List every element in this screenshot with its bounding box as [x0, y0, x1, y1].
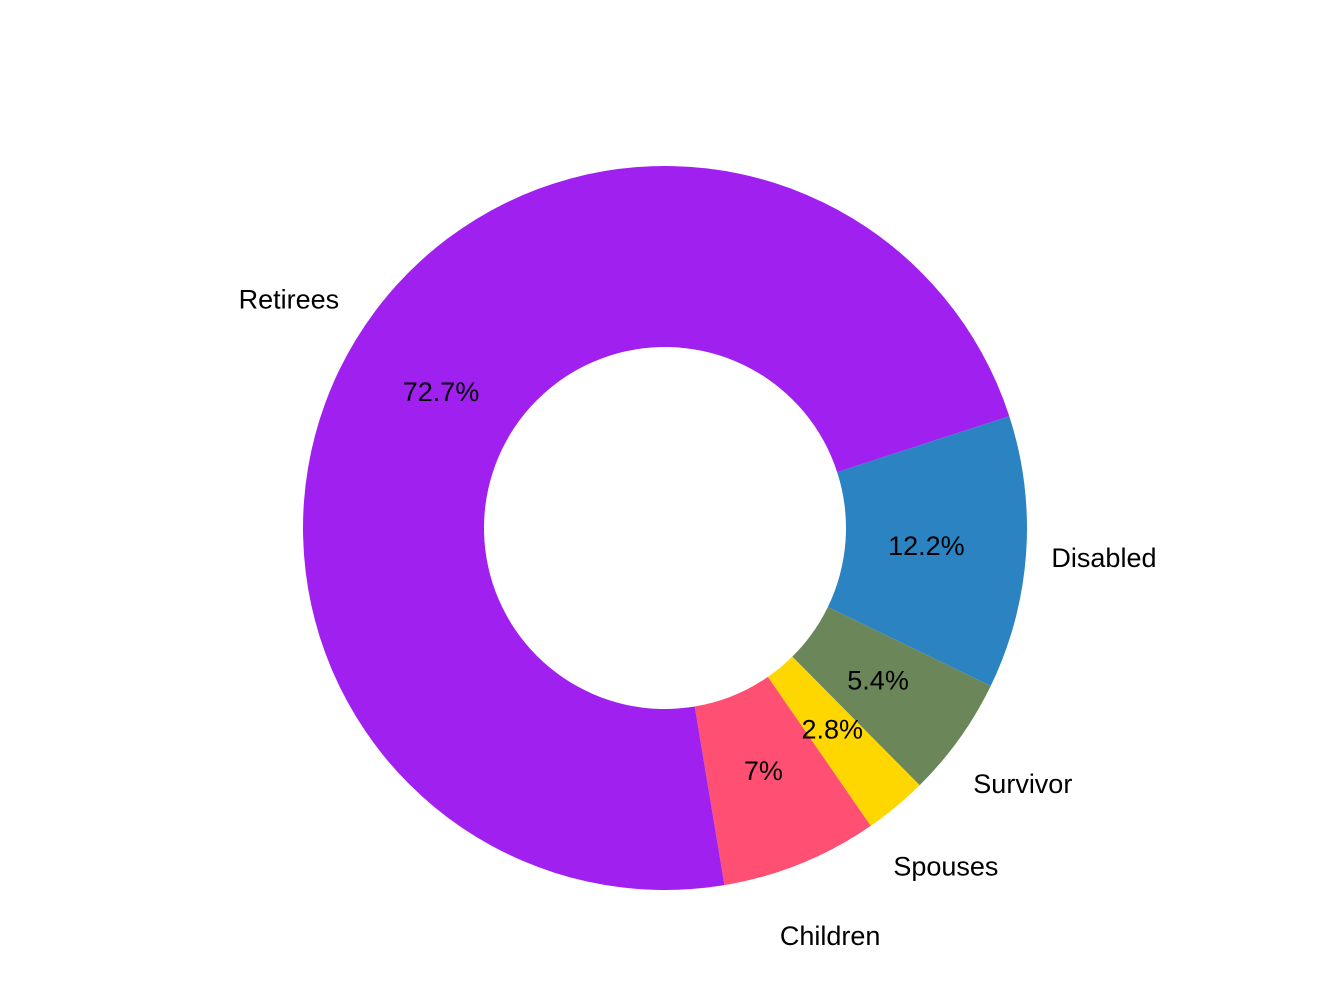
slice-retirees — [303, 166, 1010, 891]
value-label-disabled: 12.2% — [888, 531, 965, 561]
category-label-spouses: Spouses — [893, 852, 998, 882]
value-label-retirees: 72.7% — [403, 377, 480, 407]
value-label-children: 7% — [744, 756, 783, 786]
category-label-disabled: Disabled — [1051, 543, 1156, 573]
category-label-survivor: Survivor — [973, 769, 1072, 799]
slices-layer — [303, 166, 1028, 891]
value-label-survivor: 5.4% — [847, 665, 909, 695]
category-label-retirees: Retirees — [239, 285, 340, 315]
slice-disabled — [827, 416, 1028, 686]
value-label-spouses: 2.8% — [801, 715, 863, 745]
slice-children — [694, 676, 871, 886]
slice-spouses — [767, 656, 920, 826]
labels-layer: 12.2% Disabled 5.4% Survivor 2.8% Spouses 7% Ch… — [239, 285, 1157, 951]
category-label-children: Children — [780, 921, 881, 951]
slice-survivor — [792, 606, 991, 786]
